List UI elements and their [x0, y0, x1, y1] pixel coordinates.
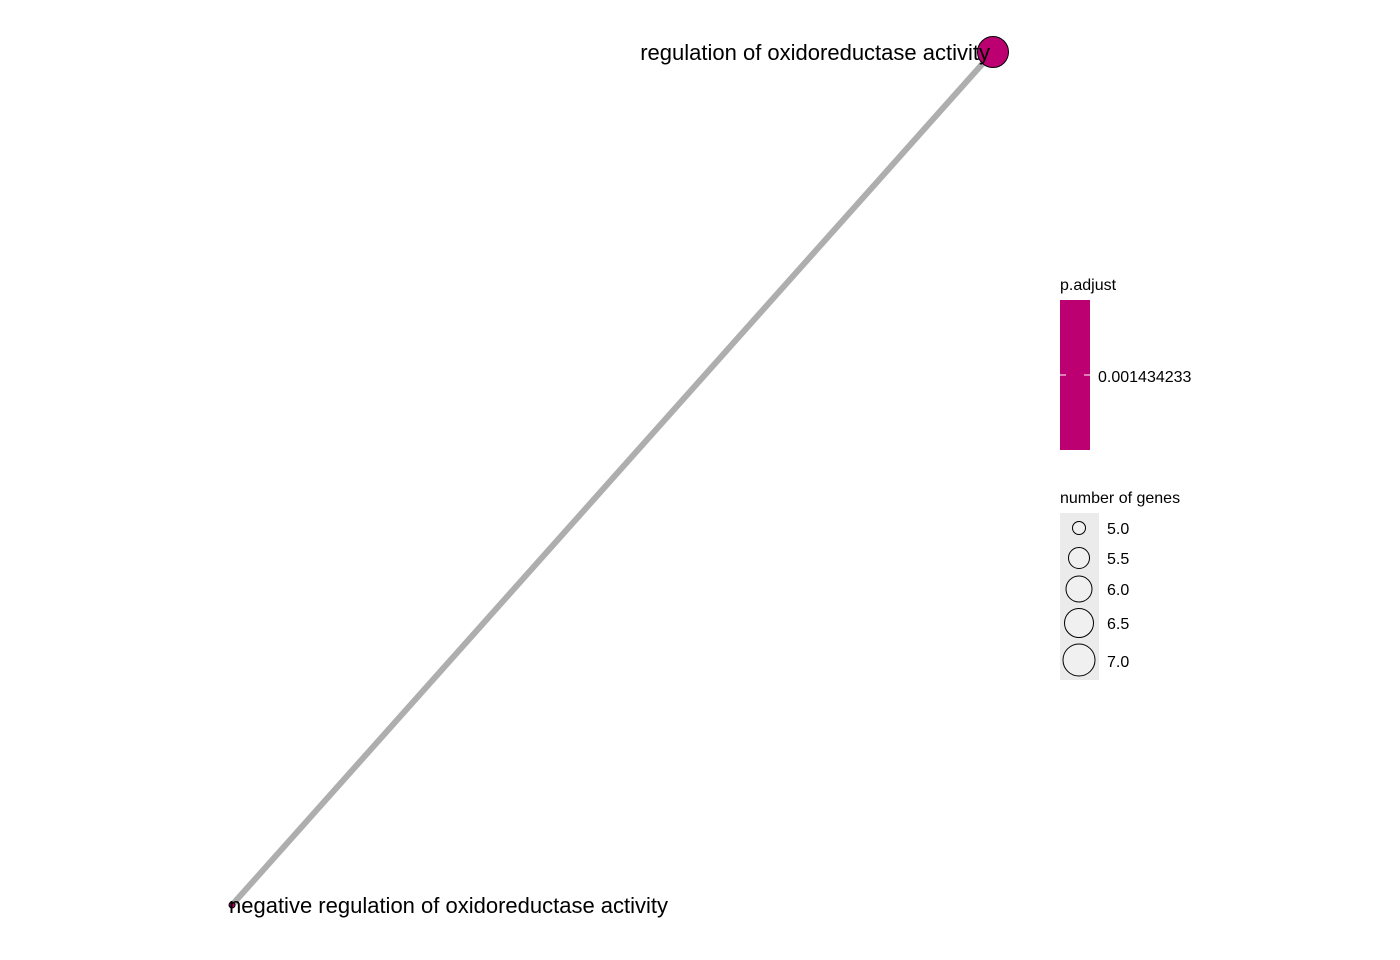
size-legend-circle-6-5 — [1064, 608, 1094, 638]
size-legend-circle-5-5 — [1068, 547, 1090, 569]
size-legend-label-5-5: 5.5 — [1107, 551, 1129, 568]
size-legend-label-6-5: 6.5 — [1107, 616, 1129, 633]
size-legend-label-6-0: 6.0 — [1107, 582, 1129, 599]
node-regulation-of-oxidoreductase-activity[interactable] — [977, 36, 1009, 68]
node-label-regulation-of-oxidoreductase-activity: regulation of oxidoreductase activity — [640, 40, 990, 65]
size-legend-label-7-0: 7.0 — [1107, 654, 1129, 671]
color-legend-label: 0.001434233 — [1098, 369, 1192, 386]
size-legend-circle-7-0 — [1062, 643, 1096, 677]
network-edge — [229, 50, 996, 907]
node-negative-regulation-of-oxidoreductase-activity[interactable] — [228, 901, 236, 909]
node-label-negative-regulation-of-oxidoreductase-activity: negative regulation of oxidoreductase ac… — [229, 893, 668, 918]
size-legend-circle-6-0 — [1065, 575, 1093, 603]
size-legend-title: number of genes — [1060, 490, 1180, 507]
size-legend: number of genes 5.0 5.5 6.0 6.5 7.0 — [1060, 490, 1180, 680]
size-legend-label-5-0: 5.0 — [1107, 521, 1129, 538]
color-legend: p.adjust 0.001434233 — [1060, 277, 1192, 450]
color-legend-title: p.adjust — [1060, 277, 1117, 294]
size-legend-circle-5-0 — [1072, 521, 1086, 535]
